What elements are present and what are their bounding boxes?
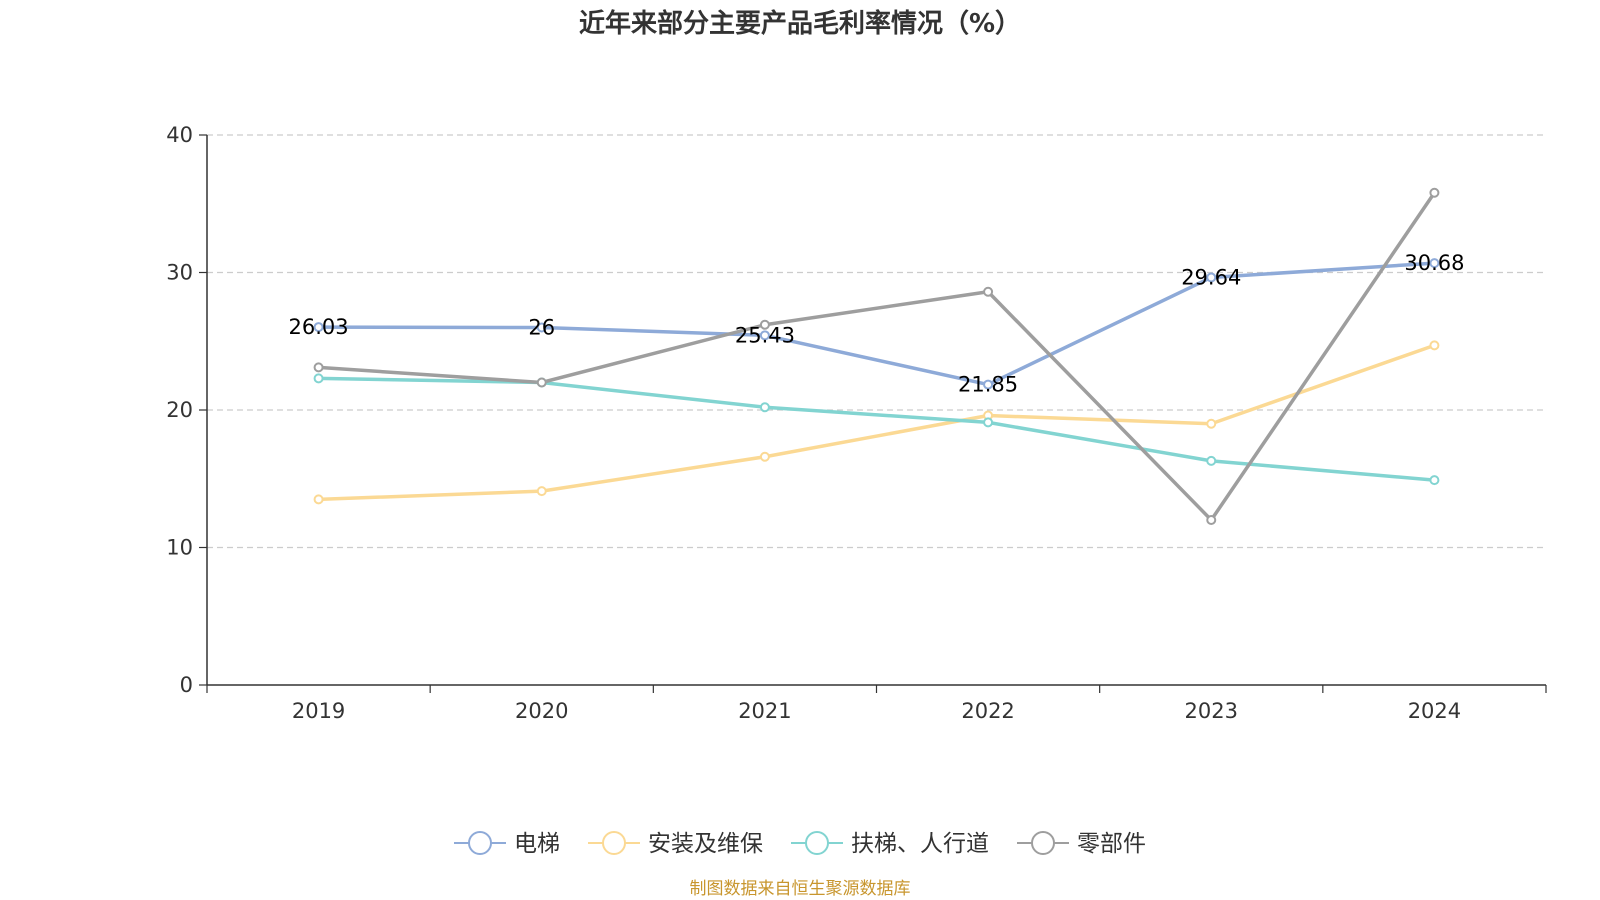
x-tick-label: 2020: [515, 699, 568, 723]
legend-item[interactable]: 安装及维保: [588, 831, 763, 857]
data-label: 25.43: [735, 323, 795, 347]
data-point[interactable]: [1206, 455, 1217, 466]
data-label: 30.68: [1404, 251, 1464, 275]
data-point[interactable]: [983, 286, 994, 297]
y-tick-label: 20: [166, 398, 193, 422]
data-point[interactable]: [759, 319, 770, 330]
source-note: 制图数据来自恒生聚源数据库: [690, 879, 911, 899]
x-tick-label: 2024: [1408, 699, 1461, 723]
y-tick-label: 10: [166, 536, 193, 560]
data-point[interactable]: [759, 451, 770, 462]
data-label: 21.85: [958, 373, 1018, 397]
series-line: [318, 343, 1435, 502]
data-point[interactable]: [313, 362, 324, 373]
series-line: [318, 376, 1435, 482]
y-tick-label: 30: [166, 261, 193, 285]
data-point[interactable]: [1206, 272, 1217, 283]
legend-marker: [1031, 831, 1055, 855]
data-point[interactable]: [1429, 258, 1440, 269]
data-point[interactable]: [536, 486, 547, 497]
legend-label: 安装及维保: [648, 831, 763, 857]
legend-item[interactable]: 扶梯、人行道: [791, 831, 989, 857]
legend-marker: [602, 831, 626, 855]
data-point[interactable]: [1206, 515, 1217, 525]
data-labels: 26.03 26 25.43 21.85 29.64 30.68: [289, 251, 1465, 396]
data-point[interactable]: [759, 402, 770, 413]
chart-title: 近年来部分主要产品毛利率情况（%）: [579, 8, 1021, 39]
data-point[interactable]: [313, 494, 324, 505]
legend-label: 电梯: [514, 831, 560, 857]
data-point[interactable]: [1429, 187, 1440, 198]
legend-label: 扶梯、人行道: [851, 831, 989, 857]
data-point[interactable]: [1429, 340, 1440, 351]
data-point[interactable]: [1429, 475, 1440, 486]
grid-lines: [207, 134, 1546, 549]
legend-label: 零部件: [1077, 831, 1146, 857]
x-tick-label: 2023: [1185, 699, 1238, 723]
series-line: [318, 261, 1435, 387]
x-tick-label: 2022: [961, 699, 1014, 723]
y-tick-label: 40: [166, 123, 193, 147]
data-label: 26.03: [289, 315, 349, 339]
data-point[interactable]: [983, 417, 994, 428]
legend-item[interactable]: 电梯: [454, 831, 560, 857]
x-tick-label: 2021: [738, 699, 791, 723]
data-label: 29.64: [1181, 265, 1241, 289]
x-tick-label: 2019: [292, 699, 345, 723]
data-point[interactable]: [759, 330, 770, 341]
data-point[interactable]: [983, 379, 994, 390]
data-point[interactable]: [313, 322, 324, 333]
series-lines: [313, 187, 1440, 525]
legend-marker: [805, 831, 829, 855]
data-point[interactable]: [1206, 418, 1217, 429]
data-label: 26: [528, 316, 555, 340]
axes: 0 10 20 30 40 2019 2020 2021 2022 2023 2024: [166, 123, 1547, 723]
data-point[interactable]: [536, 377, 547, 388]
legend[interactable]: 电梯 安装及维保 扶梯、人行道 零部件: [454, 831, 1146, 857]
data-point[interactable]: [536, 322, 547, 333]
legend-marker: [468, 831, 492, 855]
series-line: [318, 191, 1436, 522]
y-tick-label: 0: [180, 673, 193, 697]
legend-item[interactable]: 零部件: [1017, 831, 1146, 857]
data-point[interactable]: [313, 373, 324, 384]
